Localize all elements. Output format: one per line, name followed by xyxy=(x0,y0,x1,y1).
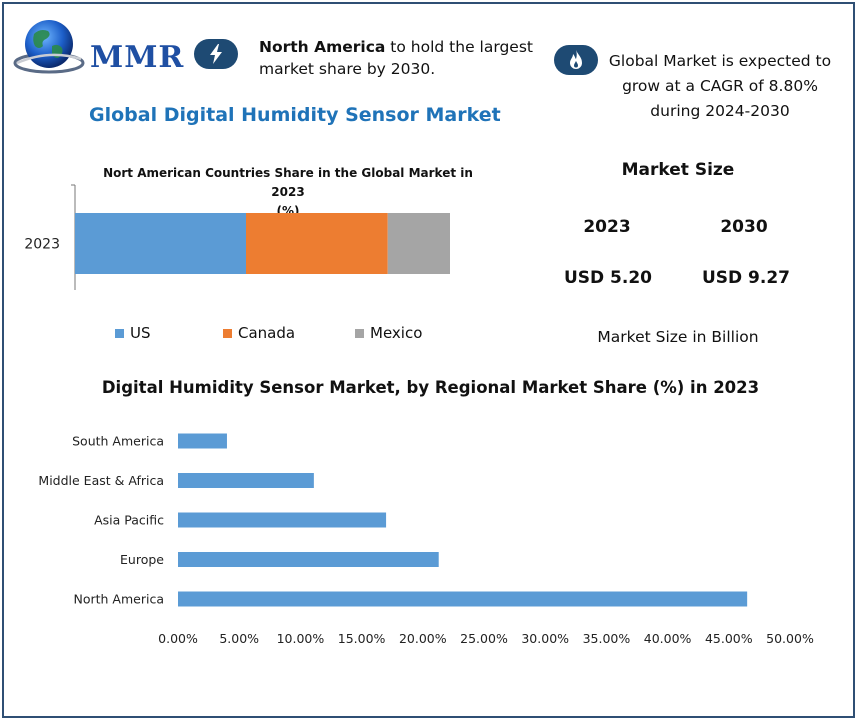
regional-x-tick-label: 30.00% xyxy=(521,631,569,646)
stacked-chart-title: Nort American Countries Share in the Glo… xyxy=(98,164,478,221)
info-cagr-line2: grow at a CAGR of 8.80% xyxy=(622,77,818,95)
regional-bar xyxy=(178,512,387,528)
info-cagr: Global Market is expected to grow at a C… xyxy=(606,49,834,124)
stacked-bar-chart: 2023 xyxy=(24,184,450,290)
regional-bar xyxy=(178,552,439,567)
stacked-chart-title-line1: Nort American Countries Share in the Glo… xyxy=(103,166,473,199)
flame-icon xyxy=(554,45,598,75)
legend-us: US xyxy=(115,324,223,342)
regional-category-label: Middle East & Africa xyxy=(38,473,164,488)
legend-us-label: US xyxy=(130,324,151,342)
regional-bar xyxy=(178,591,748,607)
regional-x-tick-label: 25.00% xyxy=(460,631,508,646)
stacked-chart-legend: US Canada Mexico xyxy=(115,324,475,342)
legend-mexico-label: Mexico xyxy=(370,324,423,342)
market-size-note: Market Size in Billion xyxy=(597,328,759,346)
regional-category-label: South America xyxy=(72,434,164,449)
stacked-bar-mexico xyxy=(387,213,450,274)
regional-x-tick-label: 50.00% xyxy=(766,631,814,646)
market-size-year-2030: 2030 xyxy=(720,217,768,237)
regional-bar xyxy=(178,433,227,449)
regional-x-tick-label: 45.00% xyxy=(705,631,753,646)
page-title: Global Digital Humidity Sensor Market xyxy=(89,104,501,126)
stacked-bar-us xyxy=(75,213,246,274)
legend-us-swatch xyxy=(115,328,124,338)
info-line2: market share by 2030. xyxy=(259,60,436,78)
legend-canada: Canada xyxy=(223,324,355,342)
regional-x-tick-label: 5.00% xyxy=(219,631,259,646)
market-size-year-2023: 2023 xyxy=(583,217,631,237)
market-size-value-2030: USD 9.27 xyxy=(701,268,791,288)
info-rest: to hold the largest xyxy=(385,38,533,56)
regional-category-label: North America xyxy=(74,592,165,607)
regional-category-label: Europe xyxy=(120,552,164,567)
stacked-category-label: 2023 xyxy=(24,237,60,253)
stacked-bar-canada xyxy=(246,213,388,274)
regional-x-tick-label: 15.00% xyxy=(338,631,386,646)
market-size-heading: Market Size xyxy=(621,160,735,180)
info-cagr-line3: during 2024-2030 xyxy=(650,102,790,120)
regional-category-label: Asia Pacific xyxy=(94,513,164,528)
legend-mexico: Mexico xyxy=(355,324,422,342)
lightning-icon xyxy=(194,39,238,69)
regional-bar xyxy=(178,473,314,488)
regional-x-tick-label: 10.00% xyxy=(277,631,325,646)
legend-canada-label: Canada xyxy=(238,324,296,342)
regional-x-tick-label: 20.00% xyxy=(399,631,447,646)
globe-logo-icon xyxy=(13,20,85,74)
legend-canada-swatch xyxy=(223,328,232,338)
outer-frame xyxy=(2,2,855,718)
legend-mexico-swatch xyxy=(355,328,364,338)
logo-text: MMR xyxy=(90,40,185,75)
regional-bar-chart: South America Middle East & Africa Asia Pa… xyxy=(38,433,814,646)
info-cagr-line1: Global Market is expected to xyxy=(608,52,832,70)
regional-x-tick-label: 40.00% xyxy=(644,631,692,646)
market-size-value-2023: USD 5.20 xyxy=(563,268,653,288)
regional-x-tick-label: 35.00% xyxy=(583,631,631,646)
info-north-america: North America to hold the largest market… xyxy=(259,36,539,80)
regional-chart-title: Digital Humidity Sensor Market, by Regio… xyxy=(101,378,760,397)
info-bold: North America xyxy=(259,38,386,56)
regional-x-tick-label: 0.00% xyxy=(158,631,198,646)
